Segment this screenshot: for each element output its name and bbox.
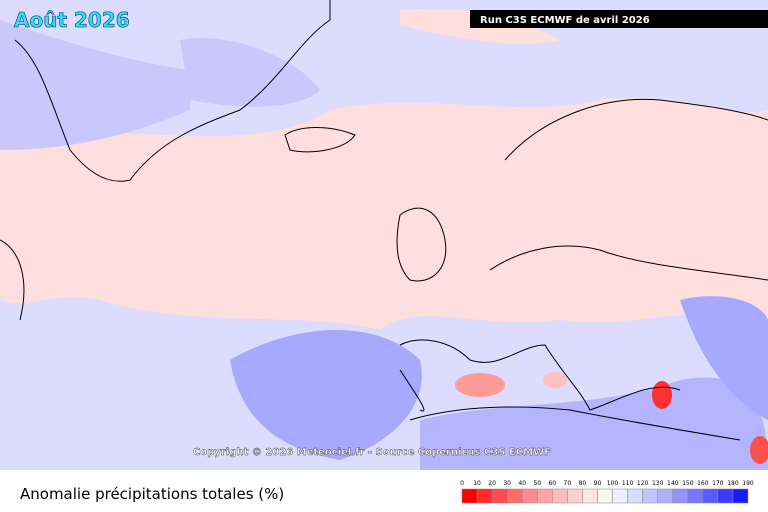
colorbar-tick-label: 100 — [607, 480, 619, 487]
legend-title: Anomalie précipitations totales (%) — [20, 485, 284, 503]
colorbar-cell — [732, 488, 749, 504]
colorbar-cell — [642, 488, 658, 504]
colorbar-tick-label: 120 — [637, 480, 649, 487]
colorbar-cell — [506, 488, 523, 504]
colorbar-cell — [597, 488, 613, 504]
colorbar-tick-label: 30 — [503, 480, 511, 487]
colorbar-tick-label: 80 — [579, 480, 587, 487]
colorbar-tick-label: 150 — [682, 480, 694, 487]
coastlines — [0, 0, 768, 441]
colorbar-tick-label: 160 — [697, 480, 709, 487]
map-title: Août 2026 — [14, 8, 130, 32]
run-box — [470, 10, 768, 28]
run-label: Run C3S ECMWF de avril 2026 — [480, 15, 650, 26]
colorbar-cell — [537, 488, 553, 504]
colorbar-cell — [702, 488, 719, 504]
colorbar-cell — [627, 488, 643, 504]
colorbar-tick-label: 180 — [727, 480, 739, 487]
colorbar-cell — [687, 488, 704, 504]
colorbar-tick-label: 0 — [460, 480, 464, 487]
colorbar-cell — [521, 488, 538, 504]
colorbar-cell — [491, 488, 508, 504]
colorbar-cell — [612, 488, 628, 504]
colorbar-cell — [717, 488, 734, 504]
colorbar-tick-label: 140 — [667, 480, 679, 487]
colorbar-tick-label: 190 — [742, 480, 754, 487]
colorbar-cell — [567, 488, 583, 504]
colorbar-tick-label: 170 — [712, 480, 724, 487]
colorbar-cell — [582, 488, 598, 504]
colorbar-cell — [476, 488, 493, 504]
colorbar-tick-label: 70 — [564, 480, 572, 487]
colorbar-tick-label: 130 — [652, 480, 664, 487]
credit: Copyright © 2026 Meteociel.fr - Source C… — [193, 447, 551, 458]
colorbar-cell — [672, 488, 689, 504]
colorbar-tick-label: 50 — [533, 480, 541, 487]
colorbar-tick-label: 90 — [594, 480, 602, 487]
colorbar-tick-label: 40 — [518, 480, 526, 487]
colorbar-cell — [552, 488, 568, 504]
colorbar-tick-label: 110 — [622, 480, 634, 487]
colorbar-tick-label: 20 — [488, 480, 496, 487]
colorbar-tick-label: 60 — [548, 480, 556, 487]
colorbar-cell — [461, 488, 478, 504]
colorbar-cell — [657, 488, 673, 504]
anomaly-fields — [0, 8, 768, 470]
colorbar-tick-label: 10 — [473, 480, 481, 487]
